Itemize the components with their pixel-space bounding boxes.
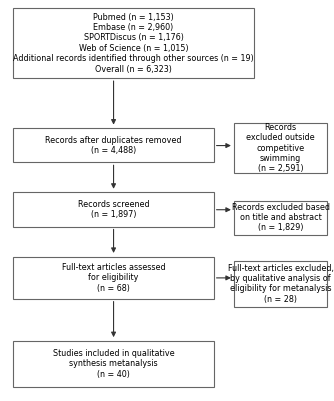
FancyBboxPatch shape <box>234 200 327 235</box>
Text: Studies included in qualitative
synthesis metanalysis
(n = 40): Studies included in qualitative synthesi… <box>53 349 174 379</box>
FancyBboxPatch shape <box>234 261 327 307</box>
Text: Full-text articles assessed
for eligibility
(n = 68): Full-text articles assessed for eligibil… <box>62 263 165 293</box>
FancyBboxPatch shape <box>13 341 214 387</box>
Text: Pubmed (n = 1,153)
Embase (n = 2,960)
SPORTDiscus (n = 1,176)
Web of Science (n : Pubmed (n = 1,153) Embase (n = 2,960) SP… <box>13 12 254 74</box>
Text: Records excluded based
on title and abstract
(n = 1,829): Records excluded based on title and abst… <box>231 203 330 233</box>
Text: Records screened
(n = 1,897): Records screened (n = 1,897) <box>78 200 149 219</box>
Text: Records
excluded outside
competitive
swimming
(n = 2,591): Records excluded outside competitive swi… <box>246 123 315 174</box>
FancyBboxPatch shape <box>13 257 214 299</box>
FancyBboxPatch shape <box>13 128 214 162</box>
FancyBboxPatch shape <box>13 192 214 227</box>
FancyBboxPatch shape <box>234 123 327 173</box>
Text: Full-text articles excluded,
by qualitative analysis of
eligibility for metanaly: Full-text articles excluded, by qualitat… <box>228 263 333 304</box>
Text: Records after duplicates removed
(n = 4,488): Records after duplicates removed (n = 4,… <box>45 136 182 155</box>
FancyBboxPatch shape <box>13 8 254 78</box>
